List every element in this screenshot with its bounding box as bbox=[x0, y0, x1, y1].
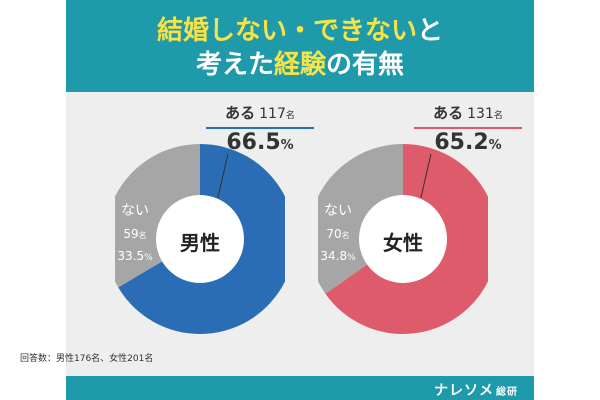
title-highlight-1: 結婚しない・できない bbox=[156, 16, 417, 46]
label-female-yes: ある bbox=[433, 104, 464, 122]
slice-label-male-no: ない 59名 33.5% bbox=[113, 201, 157, 269]
count-female-no: 70 bbox=[326, 227, 342, 241]
title-text-3: の有無 bbox=[326, 50, 405, 80]
header-banner: 結婚しない・できないと 考えた経験の有無 bbox=[66, 0, 534, 92]
slice-female-no bbox=[318, 144, 403, 294]
footer-banner: ナレソメ 総研 bbox=[66, 376, 534, 400]
count-unit-female-no: 名 bbox=[341, 231, 350, 240]
donut-hole-male bbox=[156, 195, 244, 283]
percent-unit-female-no: % bbox=[347, 253, 356, 263]
label-female-no: ない bbox=[324, 203, 352, 219]
percent-male-yes: 66.5 bbox=[226, 130, 281, 155]
chart-title: 結婚しない・できないと 考えた経験の有無 bbox=[66, 14, 534, 82]
title-text-1: と bbox=[417, 16, 444, 46]
donut-chart-female bbox=[318, 144, 488, 334]
percent-unit-male-no: % bbox=[144, 253, 153, 263]
percent-unit-male-yes: % bbox=[280, 138, 294, 153]
slice-label-female-no: ない 70名 34.8% bbox=[316, 201, 360, 269]
brand-logo: ナレソメ 総研 bbox=[434, 380, 518, 400]
callout-pointer-male bbox=[217, 153, 229, 199]
callout-female-yes: ある 131名 65.2% bbox=[408, 102, 528, 158]
count-male-no: 59 bbox=[123, 227, 139, 241]
percent-female-yes: 65.2 bbox=[434, 130, 489, 155]
brand-name: ナレソメ bbox=[434, 383, 494, 399]
center-label-male: 男性 bbox=[180, 231, 220, 255]
percent-female-no: 34.8 bbox=[320, 249, 348, 263]
count-unit-male-no: 名 bbox=[138, 231, 147, 240]
callout-rule-male bbox=[206, 127, 314, 129]
footnote: 回答数：男性176名、女性201名 bbox=[20, 354, 154, 364]
count-unit-female-yes: 名 bbox=[493, 111, 503, 121]
title-line-2: 考えた経験の有無 bbox=[66, 48, 534, 82]
donut-hole-female bbox=[359, 195, 447, 283]
count-unit-male-yes: 名 bbox=[285, 111, 295, 121]
center-label-female: 女性 bbox=[383, 231, 423, 255]
donut-chart-male bbox=[115, 144, 285, 334]
callout-rule-female bbox=[414, 127, 522, 129]
percent-unit-female-yes: % bbox=[488, 138, 502, 153]
title-text-2: 考えた bbox=[195, 50, 274, 80]
count-male-yes: 117 bbox=[259, 106, 286, 122]
callout-pointer-female bbox=[420, 153, 432, 199]
percent-male-no: 33.5 bbox=[117, 249, 145, 263]
count-female-yes: 131 bbox=[467, 106, 494, 122]
title-highlight-2: 経験 bbox=[273, 50, 326, 80]
title-line-1: 結婚しない・できないと bbox=[66, 14, 534, 48]
label-male-yes: ある bbox=[225, 104, 256, 122]
brand-sub: 総研 bbox=[496, 387, 518, 398]
callout-male-yes: ある 117名 66.5% bbox=[200, 102, 320, 158]
label-male-no: ない bbox=[121, 203, 149, 219]
